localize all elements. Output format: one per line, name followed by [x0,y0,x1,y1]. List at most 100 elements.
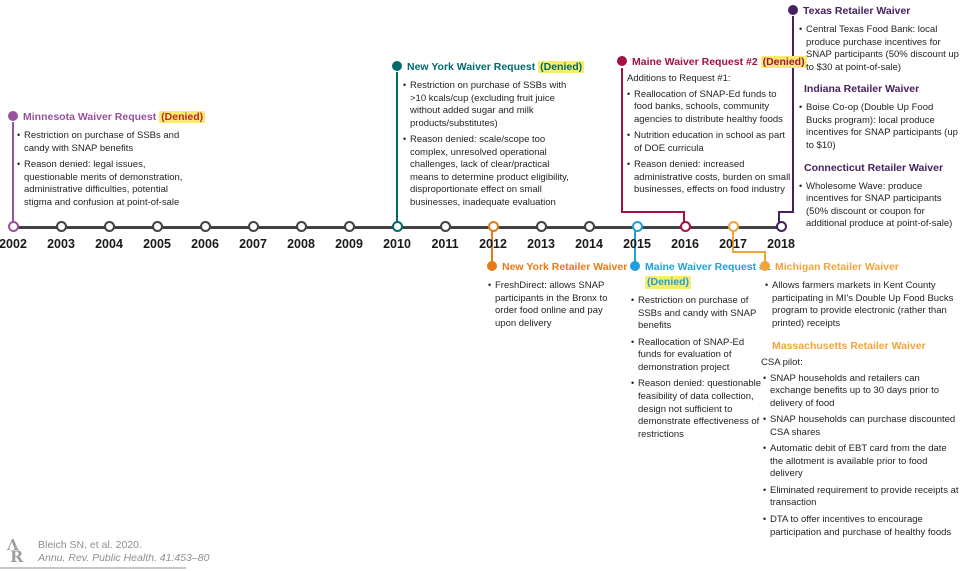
event-node-dot [788,5,798,15]
event-bullet-list: SNAP households and retailers can exchan… [762,373,959,539]
bullet-item: Reallocation of SNAP-Ed funds to food ba… [626,89,794,127]
event-title-connecticut: Connecticut Retailer Waiver [804,161,944,174]
year-tick: 2011 [421,221,469,251]
year-label: 2004 [95,237,123,251]
bullet-item: Eliminated requirement to provide receip… [762,485,959,510]
bullet-item: Central Texas Food Bank: local produce p… [798,24,959,74]
bullet-item: Restriction on purchase of SSBs with >10… [402,80,572,130]
year-label: 2015 [623,237,651,251]
event-bullet-list: Reallocation of SNAP-Ed funds to food ba… [626,89,794,197]
year-node-circle [583,221,595,232]
event-minnesota-waiver-request: Minnesota Waiver Request (Denied) Restri… [8,111,206,213]
year-node-circle [247,221,259,232]
year-tick: 2005 [133,221,181,251]
bullet-item: SNAP households can purchase discounted … [762,414,959,439]
year-label: 2009 [335,237,363,251]
event-bullet-list: Restriction on purchase of SSBs and cand… [16,130,186,209]
year-label: 2005 [143,237,171,251]
denied-badge: (Denied) [159,111,206,123]
year-tick: 2013 [517,221,565,251]
year-node-circle [631,221,643,232]
year-label: 2002 [0,237,27,251]
year-node-circle [7,221,19,232]
year-tick: 2003 [37,221,85,251]
bullet-item: Restriction on purchase of SSBs and cand… [630,295,770,333]
bullet-item: Wholesome Wave: produce incentives for S… [798,181,959,231]
denied-badge: (Denied) [760,56,807,68]
bullet-item: SNAP households and retailers can exchan… [762,373,959,411]
connector-michigan-horizontal [732,251,766,253]
event-node-dot [760,261,770,271]
event-node-dot [8,111,18,121]
event-node-dot [392,61,402,71]
event-bullet-list: Allows farmers markets in Kent County pa… [764,280,959,330]
event-bullet-list: Restriction on purchase of SSBs with >10… [402,80,572,209]
bottom-divider [0,567,186,569]
year-node-circle [727,221,739,232]
event-maine-waiver-request-1: Maine Waiver Request #1(Denied) Restrict… [630,261,771,445]
event-bullet-list: Central Texas Food Bank: local produce p… [798,24,959,74]
connector-michigan-drop [764,251,766,269]
event-indiana-retailer-waiver: Indiana Retailer Waiver Boise Co-op (Dou… [783,83,959,152]
bullet-item: Nutrition education in school as part of… [626,130,794,155]
year-label: 2007 [239,237,267,251]
year-tick: 2010 [373,221,421,251]
timeline-ticks: 2002 2003 2004 2005 2006 2007 2008 2009 … [0,221,805,251]
bullet-item: Reason denied: questionable feasibility … [630,378,770,441]
year-tick: 2006 [181,221,229,251]
connector-ny-retailer [491,230,493,268]
connector-maine1 [634,230,636,268]
year-node-circle [487,221,499,232]
year-node-circle [391,221,403,232]
event-new-york-retailer-waiver: New York Retailer Waiver FreshDirect: al… [487,261,627,334]
bullet-item: Reallocation of SNAP-Ed funds for evalua… [630,337,770,375]
event-bullet-list: FreshDirect: allows SNAP participants in… [487,280,611,330]
year-node-circle [199,221,211,232]
event-bullet-list: Boise Co-op (Double Up Food Bucks progra… [798,102,959,152]
year-label: 2006 [191,237,219,251]
year-label: 2018 [767,237,795,251]
bullet-item: Allows farmers markets in Kent County pa… [764,280,959,330]
year-node-circle [55,221,67,232]
denied-badge: (Denied) [538,61,585,73]
event-title: Maine Waiver Request #2 (Denied) [616,56,807,69]
year-tick: 2004 [85,221,133,251]
event-intro: CSA pilot: [761,357,803,369]
bullet-item: Reason denied: increased administrative … [626,159,794,197]
year-label: 2014 [575,237,603,251]
year-node-circle [151,221,163,232]
connector-ny-waiver [396,72,398,228]
event-title: Maine Waiver Request #1 (Denied) [630,261,771,290]
event-title: New York Waiver Request (Denied) [392,61,585,74]
event-node-dot [630,261,640,271]
bullet-item: FreshDirect: allows SNAP participants in… [487,280,611,330]
year-tick: 2008 [277,221,325,251]
year-tick: 2014 [565,221,613,251]
year-tick: 2009 [325,221,373,251]
year-tick: 2012 [469,221,517,251]
event-title: Massachusetts Retailer Waiver [772,340,926,352]
event-connecticut-retailer-waiver: Connecticut Retailer Waiver Wholesome Wa… [783,162,959,231]
year-tick: 2018 [757,221,805,251]
year-node-circle [535,221,547,232]
year-node-circle [295,221,307,232]
event-node-dot [487,261,497,271]
connector-texas-drop [778,211,780,223]
bullet-item: Automatic debit of EBT card from the dat… [762,443,959,481]
year-node-circle [103,221,115,232]
year-label: 2011 [431,237,459,251]
year-node-circle [439,221,451,232]
citation-journal: Annu. Rev. Public Health. 41:453–80 [38,552,210,565]
denied-badge: (Denied) [645,276,691,290]
event-bullet-list: Restriction on purchase of SSBs and cand… [630,295,770,441]
event-massachusetts-retailer-waiver: Massachusetts Retailer Waiver CSA pilot:… [759,340,959,543]
year-label: 2016 [671,237,699,251]
event-node-dot [617,56,627,66]
year-label: 2012 [479,237,507,251]
year-label: 2013 [527,237,555,251]
year-node-circle [343,221,355,232]
year-tick: 2007 [229,221,277,251]
